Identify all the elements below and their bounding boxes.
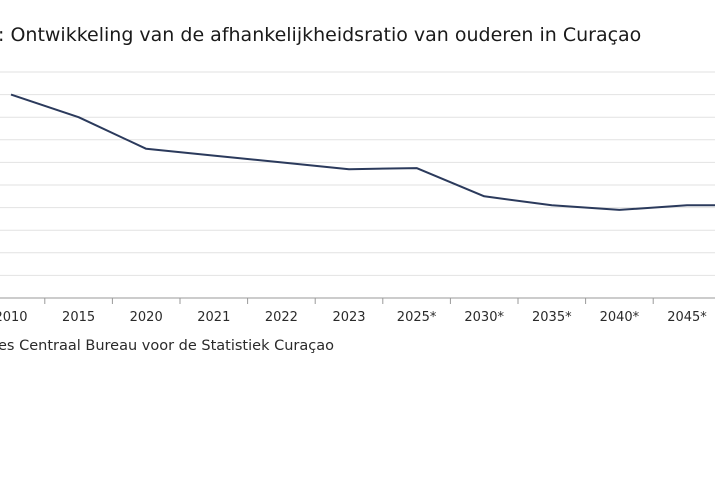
x-tick-label: 2020 — [130, 310, 163, 325]
x-axis-labels: 2010 2015 2020 2021 2022 2023 2025* 2030* 2035* 2… — [0, 310, 707, 325]
x-tick-label: 2030* — [464, 310, 504, 325]
x-tick-label: 2023 — [332, 310, 365, 325]
x-tick-label: 2025* — [397, 310, 437, 325]
x-tick-label: 2015 — [62, 310, 95, 325]
x-tick-label: 2045* — [667, 310, 707, 325]
gridlines — [0, 71, 715, 276]
x-tick-label: 2021 — [197, 310, 230, 325]
series-line — [10, 93, 715, 211]
x-tick-label: 2040* — [600, 310, 640, 325]
chart-title: : Ontwikkeling van de afhankelijkheidsra… — [0, 24, 642, 46]
x-tick-label: 2035* — [532, 310, 572, 325]
source-note: es Centraal Bureau voor de Statistiek Cu… — [0, 338, 334, 354]
x-tick-label: 2010 — [0, 310, 28, 325]
x-axis-ticks — [44, 298, 654, 304]
x-tick-label: 2022 — [265, 310, 298, 325]
